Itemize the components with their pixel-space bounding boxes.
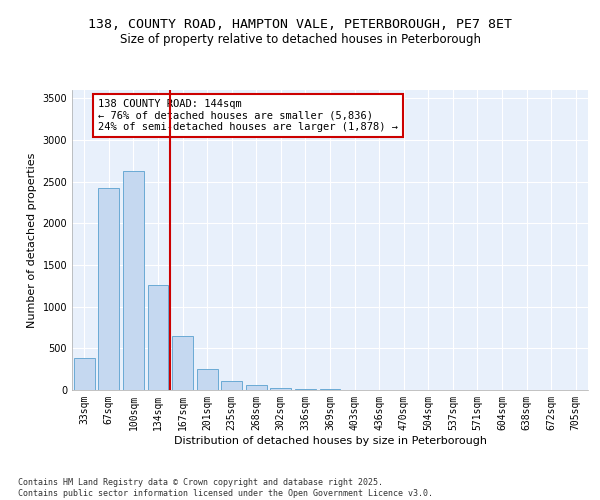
Y-axis label: Number of detached properties: Number of detached properties <box>27 152 37 328</box>
Bar <box>74 358 95 390</box>
Bar <box>221 381 242 390</box>
Bar <box>246 385 267 390</box>
Text: 138, COUNTY ROAD, HAMPTON VALE, PETERBOROUGH, PE7 8ET: 138, COUNTY ROAD, HAMPTON VALE, PETERBOR… <box>88 18 512 30</box>
Bar <box>271 388 292 390</box>
Bar <box>123 171 144 390</box>
Bar <box>197 369 218 390</box>
X-axis label: Distribution of detached houses by size in Peterborough: Distribution of detached houses by size … <box>173 436 487 446</box>
Bar <box>295 388 316 390</box>
Text: 138 COUNTY ROAD: 144sqm
← 76% of detached houses are smaller (5,836)
24% of semi: 138 COUNTY ROAD: 144sqm ← 76% of detache… <box>98 99 398 132</box>
Text: Size of property relative to detached houses in Peterborough: Size of property relative to detached ho… <box>119 32 481 46</box>
Bar <box>148 285 169 390</box>
Text: Contains HM Land Registry data © Crown copyright and database right 2025.
Contai: Contains HM Land Registry data © Crown c… <box>18 478 433 498</box>
Bar <box>172 336 193 390</box>
Bar <box>98 188 119 390</box>
